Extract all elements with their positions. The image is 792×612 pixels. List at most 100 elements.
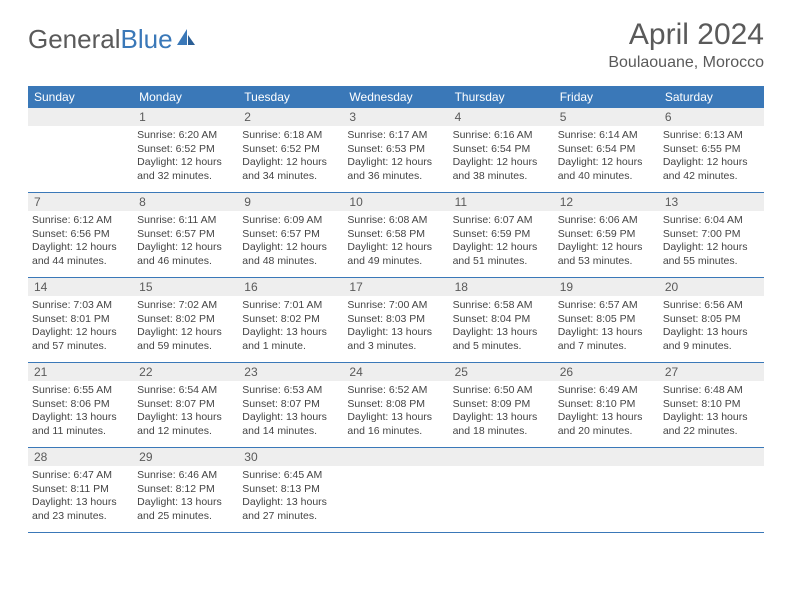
weekday-header: Monday: [133, 86, 238, 108]
day-number: 8: [133, 193, 238, 211]
day-daylight2: and 23 minutes.: [32, 510, 129, 524]
day-sunset: Sunset: 8:07 PM: [137, 398, 234, 412]
day-number: [343, 448, 448, 466]
day-sunset: Sunset: 6:54 PM: [558, 143, 655, 157]
location-label: Boulaouane, Morocco: [608, 54, 764, 72]
day-daylight2: and 51 minutes.: [453, 255, 550, 269]
day-info: Sunrise: 6:52 AMSunset: 8:08 PMDaylight:…: [343, 381, 448, 443]
day-sunset: Sunset: 8:04 PM: [453, 313, 550, 327]
day-daylight1: Daylight: 12 hours: [663, 156, 760, 170]
day-daylight1: Daylight: 13 hours: [32, 496, 129, 510]
day-sunrise: Sunrise: 6:18 AM: [242, 129, 339, 143]
weekday-header: Friday: [554, 86, 659, 108]
day-daylight1: Daylight: 13 hours: [558, 411, 655, 425]
day-number: 24: [343, 363, 448, 381]
day-info: Sunrise: 6:56 AMSunset: 8:05 PMDaylight:…: [659, 296, 764, 358]
day-daylight1: Daylight: 13 hours: [137, 496, 234, 510]
day-number: 29: [133, 448, 238, 466]
weekday-header: Sunday: [28, 86, 133, 108]
day-info: Sunrise: 6:16 AMSunset: 6:54 PMDaylight:…: [449, 126, 554, 188]
calendar-day: 11Sunrise: 6:07 AMSunset: 6:59 PMDayligh…: [449, 193, 554, 277]
day-number: 15: [133, 278, 238, 296]
day-daylight1: Daylight: 12 hours: [663, 241, 760, 255]
day-daylight2: and 25 minutes.: [137, 510, 234, 524]
day-info: Sunrise: 6:50 AMSunset: 8:09 PMDaylight:…: [449, 381, 554, 443]
day-sunrise: Sunrise: 6:12 AM: [32, 214, 129, 228]
day-info: Sunrise: 6:17 AMSunset: 6:53 PMDaylight:…: [343, 126, 448, 188]
calendar-day: [554, 448, 659, 532]
calendar-day: 10Sunrise: 6:08 AMSunset: 6:58 PMDayligh…: [343, 193, 448, 277]
day-daylight1: Daylight: 13 hours: [347, 326, 444, 340]
calendar-day: 14Sunrise: 7:03 AMSunset: 8:01 PMDayligh…: [28, 278, 133, 362]
day-sunset: Sunset: 6:54 PM: [453, 143, 550, 157]
day-sunset: Sunset: 8:13 PM: [242, 483, 339, 497]
calendar-day: 17Sunrise: 7:00 AMSunset: 8:03 PMDayligh…: [343, 278, 448, 362]
day-sunset: Sunset: 8:02 PM: [242, 313, 339, 327]
day-sunrise: Sunrise: 6:57 AM: [558, 299, 655, 313]
day-sunset: Sunset: 6:52 PM: [137, 143, 234, 157]
calendar-day: 28 Sunrise: 6:47 AMSunset: 8:11 PMDayligh…: [28, 448, 133, 532]
day-sunset: Sunset: 8:11 PM: [32, 483, 129, 497]
calendar-day: 8Sunrise: 6:11 AMSunset: 6:57 PMDaylight…: [133, 193, 238, 277]
day-number: 28: [28, 448, 133, 466]
day-info: Sunrise: 6:06 AMSunset: 6:59 PMDaylight:…: [554, 211, 659, 273]
calendar-day: 23Sunrise: 6:53 AMSunset: 8:07 PMDayligh…: [238, 363, 343, 447]
day-daylight2: and 57 minutes.: [32, 340, 129, 354]
day-info: Sunrise: 6:12 AMSunset: 6:56 PMDaylight:…: [28, 211, 133, 273]
calendar-day: 12Sunrise: 6:06 AMSunset: 6:59 PMDayligh…: [554, 193, 659, 277]
calendar-day: 3Sunrise: 6:17 AMSunset: 6:53 PMDaylight…: [343, 108, 448, 192]
calendar-week: 1Sunrise: 6:20 AMSunset: 6:52 PMDaylight…: [28, 108, 764, 193]
day-daylight1: Daylight: 12 hours: [137, 326, 234, 340]
day-sunset: Sunset: 8:12 PM: [137, 483, 234, 497]
day-daylight2: and 3 minutes.: [347, 340, 444, 354]
day-number: 17: [343, 278, 448, 296]
day-sunset: Sunset: 6:56 PM: [32, 228, 129, 242]
calendar-day: 1Sunrise: 6:20 AMSunset: 6:52 PMDaylight…: [133, 108, 238, 192]
day-sunrise: Sunrise: 6:07 AM: [453, 214, 550, 228]
day-info: Sunrise: 6:57 AMSunset: 8:05 PMDaylight:…: [554, 296, 659, 358]
day-sunrise: Sunrise: 6:13 AM: [663, 129, 760, 143]
day-daylight1: Daylight: 13 hours: [242, 411, 339, 425]
day-number: 1: [133, 108, 238, 126]
day-daylight2: and 36 minutes.: [347, 170, 444, 184]
day-daylight1: Daylight: 12 hours: [242, 241, 339, 255]
calendar-day: 6Sunrise: 6:13 AMSunset: 6:55 PMDaylight…: [659, 108, 764, 192]
day-sunrise: Sunrise: 6:52 AM: [347, 384, 444, 398]
calendar-day: 21Sunrise: 6:55 AMSunset: 8:06 PMDayligh…: [28, 363, 133, 447]
calendar-week: 14Sunrise: 7:03 AMSunset: 8:01 PMDayligh…: [28, 278, 764, 363]
day-sunrise: Sunrise: 6:47 AM: [32, 469, 129, 483]
day-sunrise: Sunrise: 6:55 AM: [32, 384, 129, 398]
day-number: [449, 448, 554, 466]
day-daylight2: and 55 minutes.: [663, 255, 760, 269]
day-daylight2: and 42 minutes.: [663, 170, 760, 184]
weekday-header-row: Sunday Monday Tuesday Wednesday Thursday…: [28, 86, 764, 108]
day-number: 9: [238, 193, 343, 211]
day-sunset: Sunset: 8:02 PM: [137, 313, 234, 327]
calendar-day: 5Sunrise: 6:14 AMSunset: 6:54 PMDaylight…: [554, 108, 659, 192]
calendar-day: 30Sunrise: 6:45 AMSunset: 8:13 PMDayligh…: [238, 448, 343, 532]
calendar-day: 9Sunrise: 6:09 AMSunset: 6:57 PMDaylight…: [238, 193, 343, 277]
day-daylight1: Daylight: 12 hours: [453, 156, 550, 170]
day-number: 4: [449, 108, 554, 126]
calendar-day: 24Sunrise: 6:52 AMSunset: 8:08 PMDayligh…: [343, 363, 448, 447]
day-sunset: Sunset: 8:01 PM: [32, 313, 129, 327]
day-sunrise: Sunrise: 6:45 AM: [242, 469, 339, 483]
day-daylight2: and 9 minutes.: [663, 340, 760, 354]
day-sunset: Sunset: 6:58 PM: [347, 228, 444, 242]
weeks-container: 1Sunrise: 6:20 AMSunset: 6:52 PMDaylight…: [28, 108, 764, 533]
day-number: [659, 448, 764, 466]
day-daylight1: Daylight: 12 hours: [137, 156, 234, 170]
day-daylight2: and 22 minutes.: [663, 425, 760, 439]
day-sunset: Sunset: 8:05 PM: [558, 313, 655, 327]
day-sunrise: Sunrise: 6:09 AM: [242, 214, 339, 228]
calendar-day: [659, 448, 764, 532]
calendar-day: 19Sunrise: 6:57 AMSunset: 8:05 PMDayligh…: [554, 278, 659, 362]
calendar-day: [449, 448, 554, 532]
day-number: 18: [449, 278, 554, 296]
day-daylight2: and 16 minutes.: [347, 425, 444, 439]
day-number: 3: [343, 108, 448, 126]
day-number: 10: [343, 193, 448, 211]
day-sunset: Sunset: 6:57 PM: [137, 228, 234, 242]
day-sunrise: Sunrise: 6:46 AM: [137, 469, 234, 483]
calendar-day: [343, 448, 448, 532]
